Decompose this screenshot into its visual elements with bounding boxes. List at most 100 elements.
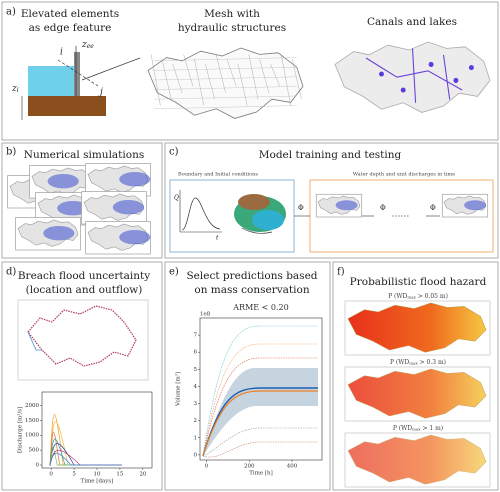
mesh-map — [147, 47, 304, 120]
hydrograph — [49, 431, 122, 467]
volume-curve — [202, 343, 318, 457]
symbol: z — [81, 40, 87, 50]
map — [81, 191, 147, 225]
x-tick-label: 20 — [139, 472, 146, 478]
map-title: P (WDmax > 0.3 m) — [390, 359, 446, 366]
lake — [379, 71, 384, 77]
ground — [28, 96, 106, 116]
panel-label: e) — [169, 267, 179, 278]
output-maps — [315, 193, 489, 218]
panel-title: Mesh with — [204, 8, 260, 20]
label: > 0.05 m) — [416, 293, 448, 300]
map — [85, 221, 151, 255]
caption: Boundary and Initial conditions — [178, 172, 258, 178]
panel-title: Elevated elements — [21, 8, 119, 20]
y-tick-label: 1 — [194, 435, 198, 441]
map — [85, 163, 151, 197]
panel-d-frame — [1, 261, 163, 491]
panel-title: Canals and lakes — [367, 16, 457, 28]
y-tick-label: 7 — [194, 333, 198, 339]
water — [28, 66, 76, 96]
panel-label: a) — [6, 7, 16, 18]
elevation-label: zi — [11, 84, 19, 94]
panel-label: d) — [6, 267, 16, 278]
volume-curve — [202, 390, 318, 457]
y-tick-label: 4 — [194, 384, 198, 390]
simulation-maps — [7, 163, 151, 255]
lake — [468, 65, 474, 71]
x-tick-label: 5 — [72, 472, 76, 478]
embankment — [74, 52, 80, 96]
panel-title: on mass conservation — [194, 284, 309, 296]
y-tick-label: 5 — [194, 367, 198, 373]
volume-curve — [202, 441, 318, 458]
x-axis-label: Time [days] — [81, 479, 114, 485]
boundary — [27, 331, 42, 351]
label: P (WD — [388, 293, 407, 300]
y-tick-label: 1500 — [25, 418, 39, 424]
flood — [112, 200, 144, 215]
hydrograph — [49, 421, 122, 467]
mesh-edge — [154, 57, 297, 61]
panel-title: Probabilistic flood hazard — [350, 276, 487, 288]
panel-label: c) — [169, 147, 179, 158]
hydrograph — [49, 438, 122, 467]
hydrograph — [49, 452, 122, 467]
plot-frame — [199, 317, 323, 461]
mesh-edge — [154, 86, 297, 90]
y-tick-label: 0 — [194, 452, 198, 458]
y-tick-label: 6 — [194, 350, 198, 356]
map — [315, 193, 363, 218]
hazard-maps: P (WDmax > 0.05 m)P (WDmax > 0.3 m)P (WD… — [344, 293, 491, 488]
canal — [365, 48, 463, 103]
x-tick-label: 10 — [94, 472, 101, 478]
panel-title: Model training and testing — [259, 149, 402, 161]
operator: Φ — [380, 204, 386, 212]
label: P (WD — [393, 425, 412, 432]
hydrograph — [181, 197, 221, 231]
panel-title: Breach flood uncertainty — [18, 270, 150, 282]
subscript: max — [409, 361, 418, 366]
panel-title: hydraulic structures — [178, 22, 286, 34]
x-tick-label: 400 — [287, 464, 298, 470]
subscript: max — [407, 295, 416, 300]
x-axis-label: Time [h] — [249, 471, 272, 477]
panel-title: (location and outflow) — [26, 284, 143, 296]
hydrograph — [49, 449, 122, 467]
axis-label: t — [216, 235, 219, 242]
mesh-edge — [291, 59, 302, 100]
label: P (WD — [390, 359, 409, 366]
mesh-edge — [281, 54, 291, 106]
mesh-edge — [194, 59, 204, 106]
volume-curve — [202, 427, 318, 457]
map-frame — [17, 299, 149, 381]
panel-label: f) — [337, 267, 345, 278]
mesh-edge — [161, 59, 172, 100]
mesh-edge — [154, 95, 297, 100]
operator: Φ — [298, 204, 304, 212]
label: > 0.3 m) — [418, 359, 446, 366]
subscript: max — [412, 427, 421, 432]
map-title: P (WDmax > 1 m) — [393, 425, 443, 432]
panel-title: Numerical simulations — [24, 149, 144, 161]
scale-label: 1e8 — [200, 312, 211, 318]
y-axis-label: Discharge [m³/s] — [17, 407, 24, 453]
mesh-edge — [216, 54, 226, 93]
node-label: i — [60, 48, 63, 58]
label: > 1 m) — [421, 425, 444, 432]
y-tick-label: 0 — [36, 463, 40, 469]
mesh-edge — [154, 76, 297, 81]
map-title: P (WDmax > 0.05 m) — [388, 293, 448, 300]
subscript: ee — [87, 43, 95, 50]
volume-curve — [202, 357, 318, 457]
caption: Water depth and unit discharges in time — [353, 172, 455, 178]
elevation-label: zee — [81, 40, 94, 50]
panel-f-frame — [332, 261, 499, 491]
mesh-edge — [205, 63, 215, 100]
symbol: z — [11, 84, 17, 94]
mesh-edge — [172, 63, 183, 93]
uncertainty-band — [203, 368, 318, 456]
mesh-edge — [248, 54, 259, 100]
chart-title: ARME < 0.20 — [232, 303, 288, 312]
